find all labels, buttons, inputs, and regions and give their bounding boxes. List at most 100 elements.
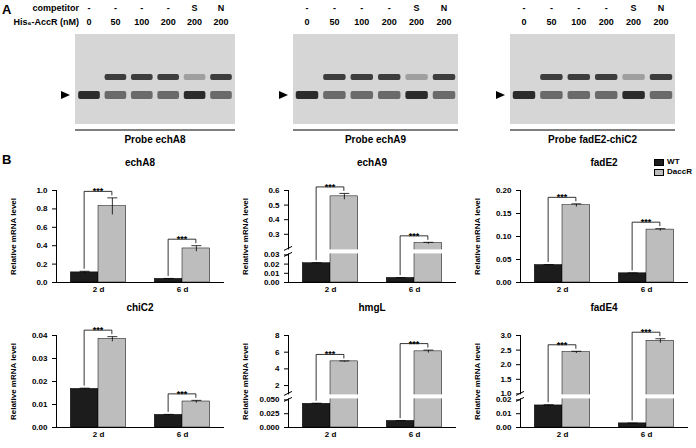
svg-text:0.0: 0.0 [36,278,48,287]
svg-text:competitor: competitor [32,3,79,13]
svg-text:2 d: 2 d [93,285,105,294]
svg-text:2 d: 2 d [93,430,105,439]
svg-text:6 d: 6 d [409,430,421,439]
svg-text:N: N [218,3,225,13]
svg-text:***: *** [641,217,652,227]
svg-text:200: 200 [213,17,228,27]
svg-text:Relative mRNA level: Relative mRNA level [9,343,18,420]
svg-text:0.05: 0.05 [496,255,512,264]
svg-text:Relative mRNA level: Relative mRNA level [473,343,482,420]
svg-text:Probe echA9: Probe echA9 [345,134,407,145]
svg-text:-: - [550,3,553,13]
svg-text:0.04: 0.04 [32,331,48,340]
svg-text:0.00: 0.00 [496,278,512,287]
svg-text:-: - [167,3,170,13]
svg-text:6 d: 6 d [177,430,189,439]
svg-text:1.5: 1.5 [500,375,512,384]
svg-text:50: 50 [329,17,339,27]
svg-text:6 d: 6 d [641,430,653,439]
svg-text:100: 100 [134,17,149,27]
svg-text:0.00: 0.00 [264,278,280,287]
svg-text:200: 200 [161,17,176,27]
svg-text:-: - [360,3,363,13]
svg-text:0.2: 0.2 [36,260,48,269]
svg-text:A: A [2,2,12,17]
svg-text:0.4: 0.4 [36,241,48,250]
svg-text:50: 50 [110,17,120,27]
svg-text:200: 200 [187,17,202,27]
svg-text:6 d: 6 d [177,285,189,294]
svg-text:N: N [658,3,665,13]
svg-text:2 d: 2 d [557,285,569,294]
svg-text:N: N [441,3,448,13]
svg-text:-: - [306,3,309,13]
svg-text:Relative mRNA level: Relative mRNA level [473,198,482,275]
svg-text:0.01: 0.01 [264,269,280,278]
svg-text:-: - [523,3,526,13]
svg-text:8: 8 [275,331,280,340]
svg-text:***: *** [641,327,652,337]
svg-text:0.02: 0.02 [264,260,280,269]
svg-text:0.01: 0.01 [32,400,48,409]
svg-text:6: 6 [275,348,280,357]
svg-text:-: - [140,3,143,13]
svg-text:-: - [605,3,608,13]
svg-text:1.0: 1.0 [500,389,512,398]
svg-text:***: *** [177,234,188,244]
svg-text:0.03: 0.03 [264,250,280,259]
svg-text:0.03: 0.03 [32,354,48,363]
svg-text:***: *** [557,192,568,202]
svg-text:200: 200 [436,17,451,27]
svg-text:***: *** [557,340,568,350]
svg-text:-: - [577,3,580,13]
svg-text:***: *** [325,349,336,359]
svg-text:0: 0 [304,17,309,27]
svg-text:***: *** [409,339,420,349]
svg-text:0.00: 0.00 [32,423,48,432]
svg-text:Relative mRNA level: Relative mRNA level [241,198,250,275]
svg-text:Relative mRNA level: Relative mRNA level [9,198,18,275]
svg-text:0.5: 0.5 [268,201,280,210]
svg-text:0.000: 0.000 [259,423,280,432]
svg-text:Probe fadE2-chiC2: Probe fadE2-chiC2 [548,134,637,145]
svg-text:S: S [192,3,198,13]
svg-text:***: *** [177,389,188,399]
svg-text:0.050: 0.050 [259,395,280,404]
svg-text:50: 50 [546,17,556,27]
svg-text:-: - [88,3,91,13]
svg-text:0.01: 0.01 [496,409,512,418]
svg-text:S: S [414,3,420,13]
svg-text:***: *** [409,231,420,241]
svg-text:His₆-AccR (nM): His₆-AccR (nM) [13,17,79,27]
svg-text:2.0: 2.0 [500,360,512,369]
svg-text:2 d: 2 d [325,285,337,294]
svg-text:200: 200 [599,17,614,27]
svg-text:0.00: 0.00 [496,423,512,432]
svg-text:0: 0 [521,17,526,27]
svg-text:100: 100 [571,17,586,27]
svg-text:3.0: 3.0 [500,331,512,340]
svg-text:0.3: 0.3 [268,230,280,239]
svg-text:200: 200 [382,17,397,27]
svg-text:-: - [388,3,391,13]
svg-text:0.6: 0.6 [268,186,280,195]
svg-text:-: - [333,3,336,13]
svg-text:100: 100 [354,17,369,27]
svg-text:Relative mRNA level: Relative mRNA level [241,343,250,420]
svg-text:0.4: 0.4 [268,215,280,224]
svg-text:6 d: 6 d [641,285,653,294]
svg-text:200: 200 [626,17,641,27]
svg-text:***: *** [93,325,104,335]
svg-text:0.6: 0.6 [36,223,48,232]
svg-text:0.10: 0.10 [496,232,512,241]
svg-text:S: S [631,3,637,13]
svg-text:-: - [114,3,117,13]
svg-text:2: 2 [275,381,280,390]
svg-text:0.20: 0.20 [496,186,512,195]
svg-text:0: 0 [86,17,91,27]
svg-text:***: *** [325,182,336,192]
svg-text:0.8: 0.8 [36,204,48,213]
svg-text:4: 4 [275,364,280,373]
svg-text:0.02: 0.02 [32,377,48,386]
svg-text:200: 200 [409,17,424,27]
